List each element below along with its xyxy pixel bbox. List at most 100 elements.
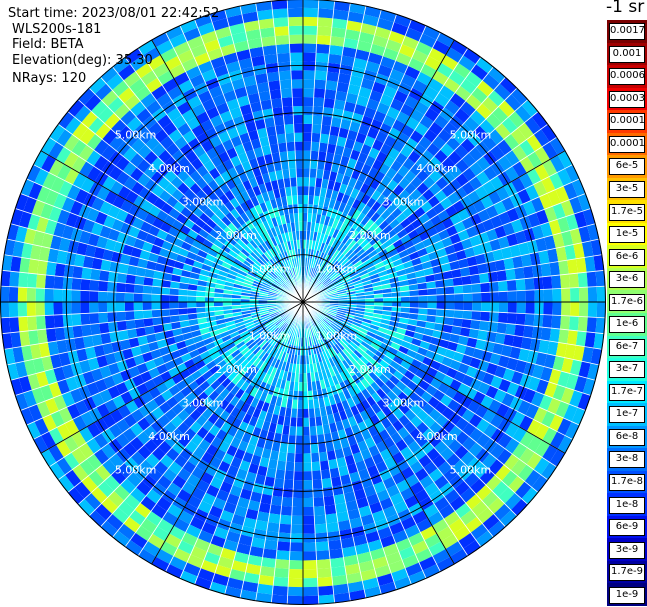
range-bin: [574, 211, 588, 229]
range-ring-label: 3.00km: [182, 396, 224, 409]
range-bin: [356, 201, 367, 213]
colorbar-label: 1e-6: [609, 316, 645, 334]
range-bin: [479, 468, 496, 485]
range-bin: [386, 484, 401, 498]
range-bin: [520, 336, 532, 351]
range-bin: [395, 380, 407, 392]
range-bin: [351, 525, 366, 538]
range-bin: [294, 372, 300, 383]
range-bin: [378, 373, 390, 384]
range-bin: [475, 253, 487, 265]
range-bin: [558, 260, 569, 275]
colorbar-label: 3e-8: [609, 451, 645, 469]
range-bin: [370, 118, 383, 132]
range-bin: [322, 350, 329, 361]
range-bin: [386, 364, 397, 375]
range-bin: [363, 107, 377, 119]
range-bin: [316, 160, 326, 170]
range-bin: [329, 467, 341, 479]
range-bin: [356, 235, 367, 246]
range-bin: [397, 508, 413, 522]
range-bin: [151, 286, 162, 295]
range-bin: [552, 232, 565, 249]
range-ring-label: 5.00km: [115, 463, 157, 476]
range-bin: [573, 345, 585, 362]
range-bin: [303, 123, 313, 133]
range-bin: [312, 279, 319, 288]
range-bin: [272, 585, 289, 596]
range-bin: [318, 594, 335, 605]
range-bin: [442, 324, 453, 334]
range-bin: [337, 164, 348, 175]
range-bin: [229, 485, 243, 497]
range-bin: [245, 508, 259, 520]
range-bin: [261, 557, 276, 568]
range-bin: [230, 456, 243, 469]
field-name: Field: BETA: [12, 37, 84, 52]
range-bin: [400, 290, 410, 297]
range-bin: [438, 503, 455, 519]
range-bin: [284, 124, 295, 134]
range-bin: [428, 121, 444, 136]
range-bin: [293, 114, 303, 125]
colorbar-swatch: 1e-8: [607, 493, 647, 517]
range-bin: [262, 548, 277, 560]
range-bin: [371, 81, 387, 95]
range-bin: [379, 468, 393, 482]
range-bin: [343, 379, 353, 390]
range-bin: [347, 251, 356, 261]
range-bin: [354, 543, 370, 555]
range-bin: [408, 502, 424, 517]
range-bin: [489, 175, 504, 191]
range-bin: [568, 273, 579, 289]
range-bin: [294, 132, 303, 142]
range-bin: [324, 89, 337, 100]
range-bin: [534, 146, 550, 164]
range-bin: [366, 232, 376, 243]
colorbar-label: 1.7e-9: [609, 564, 645, 582]
range-bin: [454, 302, 464, 311]
range-bin: [165, 564, 184, 579]
colorbar-title: -1 sr: [606, 0, 645, 17]
range-bin: [350, 364, 360, 375]
range-bin: [376, 17, 394, 31]
range-bin: [340, 324, 350, 332]
range-bin: [404, 494, 419, 509]
range-bin: [510, 459, 527, 476]
range-bin: [382, 476, 397, 490]
range-bin: [333, 279, 343, 286]
range-bin: [418, 212, 431, 225]
range-bin: [288, 25, 303, 36]
range-bin: [331, 574, 348, 586]
range-bin: [497, 170, 512, 187]
range-bin: [497, 312, 508, 324]
range-bin: [303, 88, 315, 98]
range-bin: [343, 317, 353, 324]
range-bin: [519, 156, 535, 173]
range-ring-label: 4.00km: [148, 430, 190, 443]
range-bin: [375, 388, 387, 399]
range-bin: [323, 329, 332, 339]
range-bin: [392, 529, 409, 544]
range-ring-label: 5.00km: [450, 129, 492, 142]
range-bin: [477, 381, 491, 396]
range-bin: [362, 577, 380, 590]
range-bin: [359, 368, 369, 379]
range-bin: [476, 432, 491, 448]
range-bin: [322, 234, 329, 244]
range-bin: [342, 446, 353, 457]
range-bin: [481, 96, 499, 113]
range-bin: [443, 467, 459, 483]
range-bin: [362, 242, 373, 252]
range-bin: [311, 326, 316, 336]
range-bin: [316, 550, 331, 561]
range-bin: [370, 320, 381, 327]
range-bin: [53, 302, 63, 316]
range-bin: [366, 127, 380, 140]
range-bin: [398, 414, 411, 427]
range-bin: [344, 346, 354, 355]
range-bin: [273, 576, 289, 587]
range-bin: [382, 543, 399, 557]
range-bin: [289, 34, 303, 44]
range-bin: [197, 568, 215, 582]
